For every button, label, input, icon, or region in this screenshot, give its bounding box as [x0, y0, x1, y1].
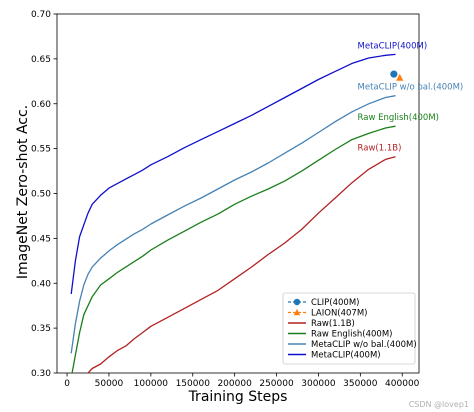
- x-tick-label: 350000: [343, 379, 378, 389]
- y-tick-label: 0.60: [31, 100, 51, 110]
- legend-label-clip-400m: CLIP(400M): [311, 298, 360, 308]
- series-line-metaclip-w-o-bal-400m: [70, 95, 396, 354]
- watermark: CSDN @lovep1: [409, 400, 469, 409]
- y-tick-label: 0.45: [31, 234, 51, 244]
- x-tick-label: 0: [64, 379, 70, 389]
- y-tick-label: 0.35: [31, 324, 51, 334]
- annotation-raw-english-400m: Raw English(400M): [358, 113, 439, 123]
- series-layer: [70, 53, 404, 373]
- y-tick-label: 0.55: [31, 145, 51, 155]
- x-tick-label: 200000: [217, 379, 252, 389]
- annotation-metaclip-400m: MetaCLIP(400M): [358, 41, 428, 51]
- x-axis-title: Training Steps: [188, 389, 288, 405]
- annotation-layer: Raw(1.1B) Raw English(400M) MetaCLIP w/o b…: [358, 41, 464, 153]
- annotation-raw-1-1b: Raw(1.1B): [358, 144, 402, 154]
- y-tick-label: 0.70: [31, 10, 51, 20]
- annotation-metaclip-w-o-bal-400m: MetaCLIP w/o bal.(400M): [358, 83, 464, 93]
- x-tick-label: 250000: [259, 379, 294, 389]
- x-tick-label: 50000: [95, 379, 124, 389]
- series-line-raw-1-1b: [87, 156, 396, 373]
- point-clip-400m: [390, 70, 398, 78]
- legend-box: [282, 292, 416, 365]
- y-tick-label: 0.50: [31, 190, 51, 200]
- legend-label-metaclip-w-o-bal-400m: MetaCLIP w/o bal.(400M): [311, 340, 417, 350]
- series-line-metaclip-400m: [70, 53, 396, 295]
- x-tick-label: 300000: [301, 379, 336, 389]
- y-axis-title: ImageNet Zero-shot Acc.: [15, 105, 31, 279]
- legend-marker-laion-407m: [293, 308, 301, 316]
- x-tick-label: 400000: [385, 379, 420, 389]
- legend: CLIP(400M)LAION(407M)Raw(1.1B)Raw Englis…: [282, 292, 417, 365]
- x-tick-label: 100000: [134, 379, 169, 389]
- y-tick-label: 0.65: [31, 55, 51, 65]
- y-tick-label: 0.30: [31, 369, 51, 379]
- x-tick-label: 150000: [176, 379, 211, 389]
- axes-layer: 0 50000 100000 150000 200000 250000 300000 3500…: [31, 10, 420, 389]
- legend-label-raw-1-1b: Raw(1.1B): [311, 319, 355, 329]
- legend-label-metaclip-400m: MetaCLIP(400M): [311, 351, 381, 361]
- legend-label-raw-english-400m: Raw English(400M): [311, 330, 392, 340]
- y-tick-label: 0.40: [31, 279, 51, 289]
- series-line-raw-english-400m: [71, 125, 396, 373]
- point-laion-407m: [396, 73, 404, 81]
- legend-label-laion-407m: LAION(407M): [311, 309, 368, 319]
- legend-marker-clip-400m: [293, 298, 301, 306]
